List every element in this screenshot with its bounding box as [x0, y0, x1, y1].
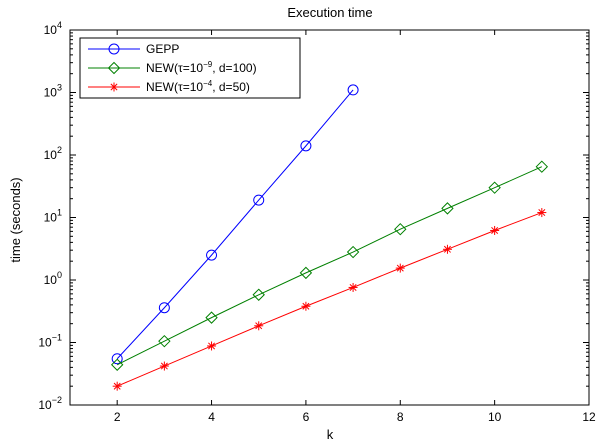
x-axis-label: k: [327, 427, 334, 442]
data-point-s2-4: [301, 301, 311, 311]
data-point-s2-1: [159, 361, 169, 371]
legend-label-0: GEPP: [146, 42, 179, 56]
data-point-s0-1: [158, 302, 170, 314]
legend-marker-0: [108, 43, 120, 55]
x-tick-label: 8: [397, 410, 404, 424]
x-tick-label: 12: [582, 410, 596, 424]
x-tick-label: 10: [488, 410, 502, 424]
y-tick-label: 101: [44, 208, 62, 225]
y-axis-label: time (seconds): [8, 177, 23, 262]
data-point-s1-0: [110, 358, 124, 371]
y-tick-label: 104: [44, 20, 62, 37]
data-point-s2-5: [348, 282, 358, 292]
x-tick-label: 6: [303, 410, 310, 424]
data-point-s1-2: [205, 311, 218, 324]
data-point-s2-7: [442, 244, 452, 254]
data-point-s2-6: [395, 263, 405, 273]
data-point-s2-8: [490, 225, 500, 235]
legend: GEPP NEW(τ=10−9, d=100) NEW(τ=10−4, d=50): [79, 37, 301, 99]
data-point-s1-3: [252, 288, 265, 301]
data-point-s1-9: [535, 160, 549, 173]
y-tick-label: 10−2: [38, 395, 62, 412]
data-point-s0-5: [347, 84, 359, 96]
legend-label-2: NEW(τ=10−4, d=50): [146, 79, 250, 94]
legend-marker-2: [109, 82, 119, 92]
chart-title: Execution time: [287, 5, 372, 20]
data-point-s2-0: [112, 381, 122, 391]
series-line-2: [116, 212, 542, 387]
data-point-s1-7: [441, 202, 454, 215]
data-point-s1-1: [158, 334, 171, 348]
y-tick-label: 103: [44, 83, 62, 100]
data-point-s0-0: [111, 353, 123, 365]
y-tick-label: 100: [44, 270, 62, 287]
data-point-s1-4: [299, 266, 313, 280]
data-point-s1-5: [346, 245, 360, 259]
x-tick-label: 4: [208, 410, 215, 424]
data-point-s0-3: [253, 194, 265, 206]
series-line-0: [116, 89, 354, 360]
y-tick-label: 102: [44, 145, 62, 162]
data-point-s2-3: [254, 321, 264, 331]
data-point-s1-8: [488, 181, 501, 194]
legend-marker-1: [107, 61, 121, 75]
data-point-s2-9: [537, 208, 547, 218]
series-line-1: [116, 166, 543, 366]
y-tick-label: 10−1: [38, 333, 62, 350]
x-tick-label: 2: [114, 410, 121, 424]
data-point-s0-2: [206, 249, 218, 261]
data-point-s2-2: [207, 341, 217, 351]
data-point-s1-6: [394, 222, 407, 236]
data-point-s0-4: [300, 140, 312, 152]
legend-label-1: NEW(τ=10−9, d=100): [146, 60, 257, 75]
